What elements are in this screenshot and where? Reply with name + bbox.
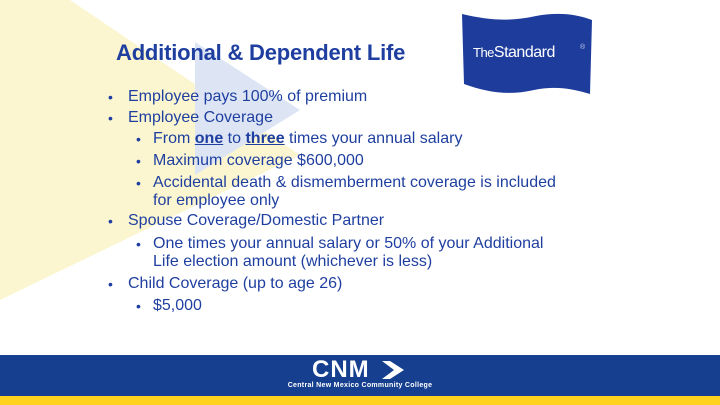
emphasis-three: three xyxy=(245,130,284,147)
bullet-dot: • xyxy=(136,130,141,148)
bullet-maximum-coverage: Maximum coverage $600,000 xyxy=(153,152,364,170)
bullet-add-coverage-line1: Accidental death & dismemberment coverag… xyxy=(153,174,556,192)
bullet-dot: • xyxy=(108,275,113,293)
cnm-logo-text: CNM xyxy=(312,356,370,384)
bullet-spouse-coverage: Spouse Coverage/Domestic Partner xyxy=(128,212,384,230)
bullet-spouse-amount-line1: One times your annual salary or 50% of y… xyxy=(153,235,543,253)
bullet-spouse-amount-line2: Life election amount (whichever is less) xyxy=(153,253,432,271)
logo-registered-mark: ® xyxy=(580,44,585,51)
bullet-employee-premium: Employee pays 100% of premium xyxy=(128,88,367,106)
bullet-dot: • xyxy=(108,109,113,127)
bullet-dot: • xyxy=(136,152,141,170)
emphasis-one: one xyxy=(195,130,223,147)
bullet-dot: • xyxy=(136,174,141,192)
college-name: Central New Mexico Community College xyxy=(272,382,448,389)
bullet-dot: • xyxy=(136,297,141,315)
bullet-add-coverage-line2: for employee only xyxy=(153,192,279,210)
slide-title: Additional & Dependent Life xyxy=(116,40,405,66)
bullet-dot: • xyxy=(136,235,141,253)
bullet-employee-coverage: Employee Coverage xyxy=(128,109,273,127)
bullet-salary-multiple: From one to three times your annual sala… xyxy=(153,130,462,148)
bullet-dot: • xyxy=(108,88,113,106)
bullet-child-amount: $5,000 xyxy=(153,297,202,315)
footer-stripe xyxy=(0,396,720,405)
chevron-right-icon xyxy=(380,359,408,381)
bullet-dot: • xyxy=(108,212,113,230)
logo-text: TheStandard xyxy=(473,44,555,62)
bullet-child-coverage: Child Coverage (up to age 26) xyxy=(128,275,342,293)
